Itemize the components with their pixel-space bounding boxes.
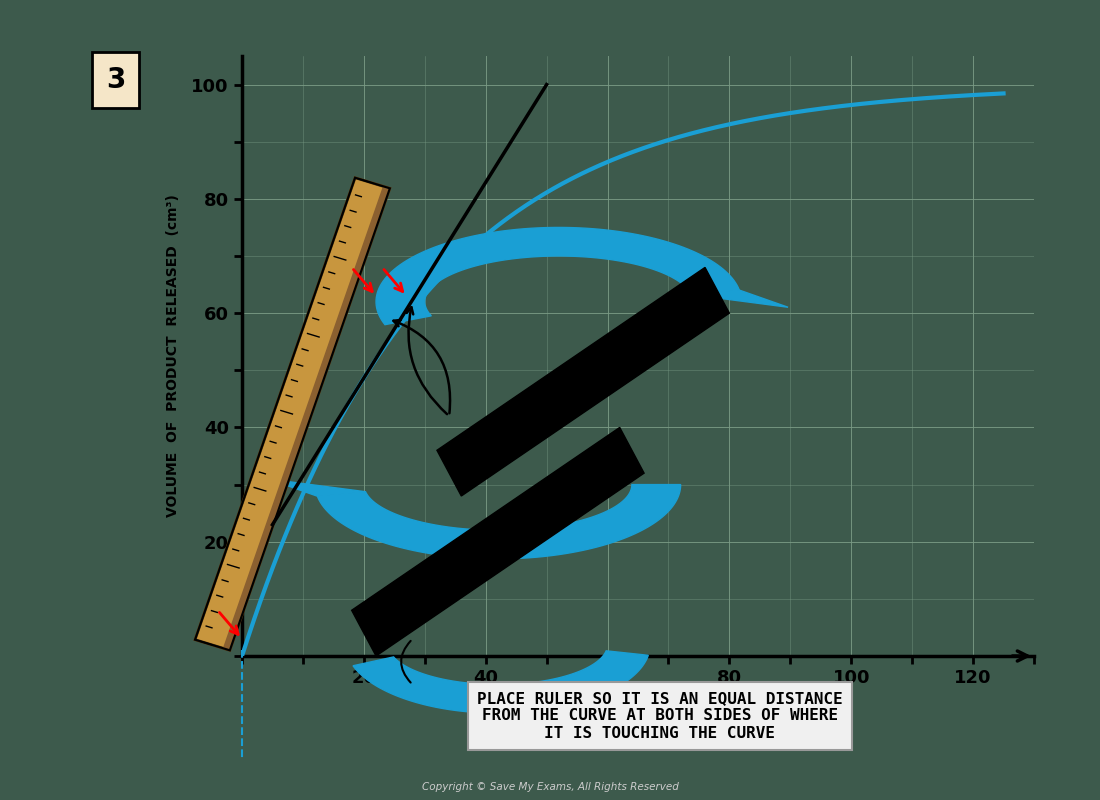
Polygon shape <box>318 485 681 559</box>
Polygon shape <box>376 227 739 325</box>
Text: 3: 3 <box>106 66 125 94</box>
Polygon shape <box>352 427 645 656</box>
Text: PLACE RULER SO IT IS AN EQUAL DISTANCE
FROM THE CURVE AT BOTH SIDES OF WHERE
IT : PLACE RULER SO IT IS AN EQUAL DISTANCE F… <box>477 691 843 741</box>
Text: Copyright © Save My Exams, All Rights Reserved: Copyright © Save My Exams, All Rights Re… <box>421 782 679 792</box>
Polygon shape <box>223 186 389 650</box>
Polygon shape <box>195 178 389 650</box>
Polygon shape <box>268 479 365 496</box>
Polygon shape <box>691 290 788 307</box>
X-axis label: TIME/s: TIME/s <box>602 698 674 718</box>
Y-axis label: VOLUME  OF  PRODUCT  RELEASED  (cm³): VOLUME OF PRODUCT RELEASED (cm³) <box>166 194 180 518</box>
Polygon shape <box>353 651 648 713</box>
Polygon shape <box>437 267 729 496</box>
